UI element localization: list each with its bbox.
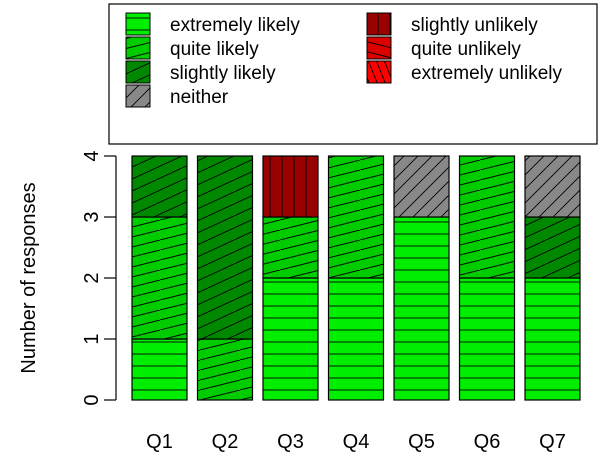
legend-label: extremely likely <box>170 15 300 36</box>
x-tick-label: Q5 <box>408 431 435 453</box>
legend-swatch <box>125 12 151 36</box>
legend-label: quite likely <box>170 39 259 60</box>
bar-segment <box>196 338 254 401</box>
bars-layer <box>131 155 581 401</box>
bar-segment <box>393 216 450 401</box>
bar-segment <box>327 277 385 401</box>
y-tick-label: 1 <box>81 333 103 344</box>
y-axis: 0 1 2 3 4 <box>81 150 117 406</box>
legend-box <box>108 3 598 145</box>
bar-segment <box>393 155 450 218</box>
legend-label: extremely unlikely <box>411 63 562 84</box>
y-tick-label: 2 <box>81 272 103 283</box>
x-tick-label: Q1 <box>146 431 173 453</box>
bar-segment <box>458 277 516 401</box>
bar-segment <box>327 155 385 279</box>
legend-swatch <box>366 36 392 60</box>
legend-swatch <box>125 60 151 84</box>
y-tick-label: 3 <box>81 211 103 222</box>
legend-swatch <box>366 60 392 84</box>
x-tick-label: Q4 <box>343 431 370 453</box>
x-tick-label: Q3 <box>277 431 304 453</box>
bar-segment <box>524 216 581 279</box>
legend-label: slightly likely <box>170 63 276 84</box>
x-tick-label: Q6 <box>474 431 501 453</box>
bar-segment <box>524 155 581 218</box>
legend-swatch <box>366 12 392 36</box>
legend: extremely likely quite likely slightly lik… <box>108 3 598 145</box>
bar-segment <box>524 277 581 401</box>
x-tick-label: Q7 <box>539 431 566 453</box>
bar-segment <box>458 155 516 279</box>
y-tick-label: 4 <box>81 150 103 161</box>
legend-label: quite unlikely <box>411 39 521 60</box>
bar-segment <box>262 216 319 279</box>
y-tick-label: 0 <box>81 394 103 405</box>
bar-segment <box>131 338 188 401</box>
bar-segment <box>131 155 188 218</box>
x-axis-labels: Q1 Q2 Q3 Q4 Q5 Q6 Q7 <box>146 431 566 453</box>
legend-swatch <box>125 36 151 60</box>
bar-segment <box>196 155 254 340</box>
x-tick-label: Q2 <box>212 431 239 453</box>
bar-segment <box>131 216 188 340</box>
legend-label: neither <box>170 87 229 108</box>
bar-segment <box>262 155 319 218</box>
legend-swatch <box>125 84 151 108</box>
bar-segment <box>262 277 319 401</box>
y-axis-title: Number of responses <box>18 182 40 373</box>
legend-label: slightly unlikely <box>411 15 538 36</box>
